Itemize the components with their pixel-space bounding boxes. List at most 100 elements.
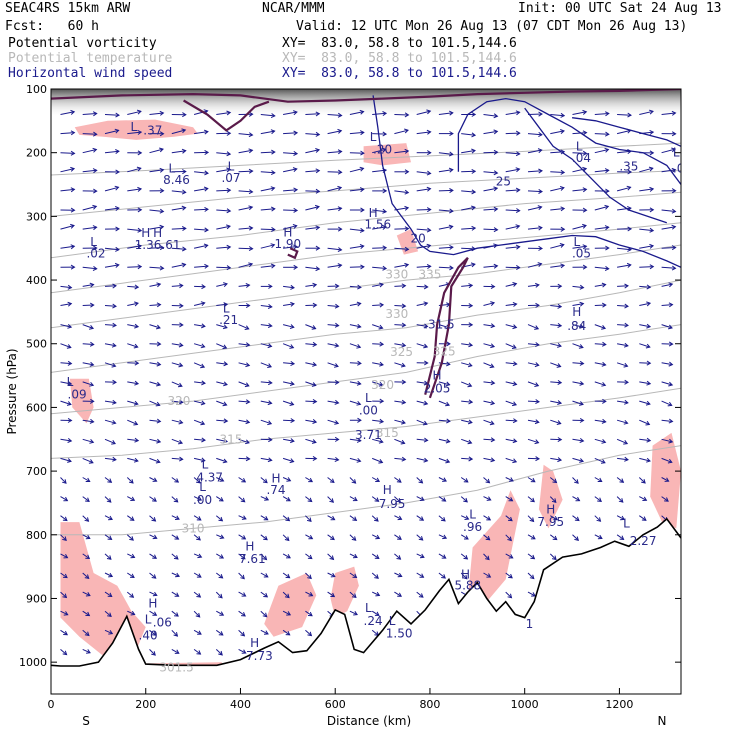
wind-vector-shaft: [594, 284, 606, 287]
wind-vector-shaft: [527, 149, 542, 154]
wind-vector-shaft: [572, 324, 584, 328]
wind-vector-head: [667, 458, 673, 464]
wind-vector-head: [534, 382, 540, 387]
wind-vector-head: [315, 266, 321, 272]
wind-vector-head: [602, 398, 607, 404]
wind-vector: [394, 591, 403, 597]
wind-vector: [594, 245, 610, 251]
wind-vector-shaft: [617, 207, 631, 211]
wind-vector-shaft: [216, 400, 227, 406]
wind-vector-head: [111, 419, 117, 425]
wind-vector-head: [619, 478, 625, 483]
wind-vector-head: [286, 554, 291, 559]
wind-vector: [416, 323, 429, 329]
wind-vector-head: [535, 399, 540, 405]
wind-vector: [349, 591, 357, 599]
wind-vector: [82, 515, 90, 522]
wind-vector-shaft: [505, 496, 513, 502]
wind-vector-head: [89, 324, 95, 330]
wind-vector-head: [245, 419, 251, 425]
wind-vector-shaft: [327, 496, 334, 503]
wind-vector-head: [401, 322, 407, 328]
wind-vector: [505, 167, 521, 173]
wind-vector-shaft: [527, 324, 539, 330]
wind-vector-shaft: [661, 381, 673, 386]
wind-vector: [171, 515, 180, 520]
wind-vector-head: [471, 111, 477, 117]
x-tick-label: 0: [48, 698, 55, 711]
wind-vector-head: [285, 516, 291, 522]
wind-vector-head: [241, 612, 246, 617]
wind-vector: [572, 438, 585, 443]
wind-vector-shaft: [193, 496, 202, 501]
wind-vector-shaft: [260, 305, 272, 308]
wind-vector: [327, 436, 340, 442]
wind-vector: [82, 572, 90, 580]
wind-vector: [260, 534, 268, 541]
wind-vector-head: [241, 515, 247, 520]
theta-contour: [51, 170, 681, 217]
wind-vector-head: [646, 437, 652, 443]
wind-vector-head: [582, 264, 588, 270]
wind-vector-head: [426, 186, 432, 192]
wind-vector-shaft: [505, 152, 520, 155]
wind-vector: [327, 206, 343, 212]
wind-vector-head: [152, 477, 158, 482]
wind-vector-shaft: [461, 457, 473, 460]
wind-vector-head: [468, 456, 474, 462]
wind-vector: [171, 205, 187, 211]
wind-vector: [238, 205, 254, 211]
wind-vector: [305, 168, 321, 174]
wind-vector-head: [196, 516, 202, 521]
wind-vector-head: [351, 593, 357, 599]
wind-vector-head: [203, 243, 209, 249]
wind-vector-head: [671, 265, 677, 271]
wind-vector-head: [114, 185, 120, 191]
wind-vector-head: [286, 477, 292, 482]
wind-vector: [327, 149, 343, 155]
wind-vector: [238, 362, 251, 368]
wind-vector: [305, 245, 321, 251]
wind-vector: [639, 380, 652, 386]
wind-vector-head: [196, 535, 201, 541]
wind-vector: [104, 572, 114, 578]
wind-vector-head: [426, 109, 432, 115]
wind-vector-shaft: [82, 591, 91, 597]
wind-vector: [260, 610, 268, 618]
wind-vector: [216, 167, 232, 173]
wind-vector-shaft: [127, 343, 138, 348]
wind-vector-shaft: [661, 457, 672, 463]
wind-vector-head: [374, 574, 379, 579]
wind-vector-head: [605, 245, 610, 251]
wind-vector-head: [195, 612, 201, 618]
wind-vector: [416, 477, 424, 484]
wind-vector: [572, 187, 588, 193]
wind-vector: [394, 262, 410, 268]
wind-vector-shaft: [639, 228, 654, 232]
wind-vector-shaft: [416, 400, 428, 405]
wind-vector-head: [604, 111, 610, 117]
wind-vector-shaft: [82, 534, 91, 539]
wind-vector: [60, 629, 69, 636]
wind-vector-shaft: [60, 111, 75, 115]
wind-vector: [327, 128, 343, 135]
wind-vector-shaft: [193, 477, 201, 484]
wind-vector-head: [181, 128, 187, 134]
wind-vector: [661, 438, 674, 444]
wind-vector-shaft: [639, 515, 647, 521]
wind-vector: [282, 224, 298, 230]
wind-vector: [527, 111, 543, 117]
wind-vector-head: [560, 263, 566, 269]
pv-label: H: [283, 225, 292, 239]
wind-vector: [617, 262, 632, 268]
wind-vector: [594, 302, 607, 308]
wind-vector-shaft: [104, 534, 112, 540]
wind-vector-shaft: [661, 169, 676, 173]
wind-vector-shaft: [483, 265, 498, 268]
theta-contour: [51, 191, 681, 259]
wind-vector-head: [627, 226, 633, 232]
wind-vector-head: [86, 649, 91, 654]
wind-vector-shaft: [305, 381, 316, 386]
wind-vector-head: [601, 381, 607, 387]
wind-vector-shaft: [282, 168, 297, 173]
